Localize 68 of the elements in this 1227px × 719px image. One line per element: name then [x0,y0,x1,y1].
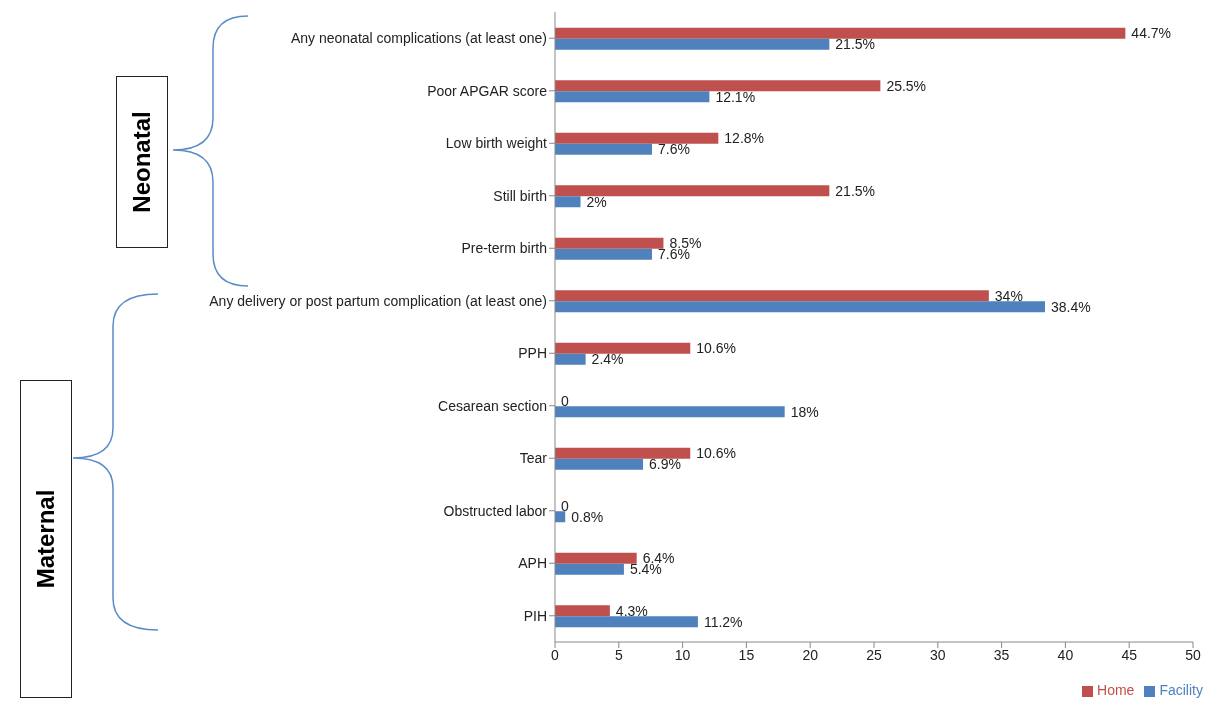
data-label: 2% [586,193,607,210]
x-tick-label: 5 [614,646,623,663]
bar [555,290,989,302]
bar [555,563,624,575]
data-label: 21.5% [835,182,876,199]
bar [555,458,644,470]
bar [555,353,586,365]
x-tick-label: 50 [1185,646,1201,663]
y-tick-label: Obstructed labor [443,502,548,519]
y-tick-label: Tear [519,450,548,467]
bar [555,91,710,103]
y-tick-label: PIH [523,607,547,624]
data-label: 10.6% [696,340,736,357]
y-tick-label: Poor APGAR score [427,82,548,99]
y-tick-label: PPH [518,345,547,362]
data-label: 0.8% [571,508,604,525]
y-tick-label: APH [518,555,547,572]
text: Neonatal [128,111,156,213]
x-tick-label: 15 [738,646,755,663]
bar [555,447,691,459]
data-label: 6.9% [649,456,681,473]
data-label: 44.7% [1131,25,1172,42]
bar [555,301,1045,313]
data-label: 2.4% [591,351,624,368]
y-tick-label: Any neonatal complications (at least one) [290,30,547,47]
bar [555,342,691,354]
x-tick-label: 30 [930,646,946,663]
bar [555,237,664,249]
x-tick-label: 0 [551,646,560,663]
data-label: 4.3% [615,602,648,619]
x-tick-label: 10 [674,646,691,663]
data-label: 11.2% [703,613,743,630]
bar [555,406,785,418]
data-label: 18% [790,403,819,420]
bar [555,196,581,208]
bar [555,185,830,197]
data-label: 34% [994,287,1023,304]
data-label: 7.6% [657,141,690,158]
bar [555,605,610,617]
legend-label: Home [1097,682,1135,698]
x-tick-label: 20 [802,646,819,663]
bar [555,143,652,155]
y-tick-label: Cesarean section [438,397,547,414]
data-label: 12.1% [715,88,756,105]
bar [555,552,637,564]
bar [555,248,652,260]
legend-label: Facility [1159,682,1203,698]
bar [555,27,1126,39]
x-tick-label: 40 [1057,646,1074,663]
data-label: 0 [561,497,569,514]
text: Maternal [32,489,60,589]
bar [555,132,719,144]
x-tick-label: 35 [993,646,1010,663]
data-label: 25.5% [886,77,927,94]
y-tick-label: Pre-term birth [461,240,547,257]
data-label: 0 [561,392,569,409]
x-tick-label: 25 [866,646,882,663]
y-tick-label: Low birth weight [445,135,548,152]
y-tick-label: Still birth [493,187,547,204]
data-label: 38.4% [1050,298,1091,315]
x-tick-label: 45 [1121,646,1138,663]
bar [555,38,830,50]
data-label: 10.6% [696,445,736,462]
y-tick-label: Any delivery or post partum complication (at least one) [209,292,547,309]
data-label: 21.5% [835,36,876,53]
bar [555,80,881,92]
data-label: 12.8% [724,130,765,147]
bar [555,616,698,628]
